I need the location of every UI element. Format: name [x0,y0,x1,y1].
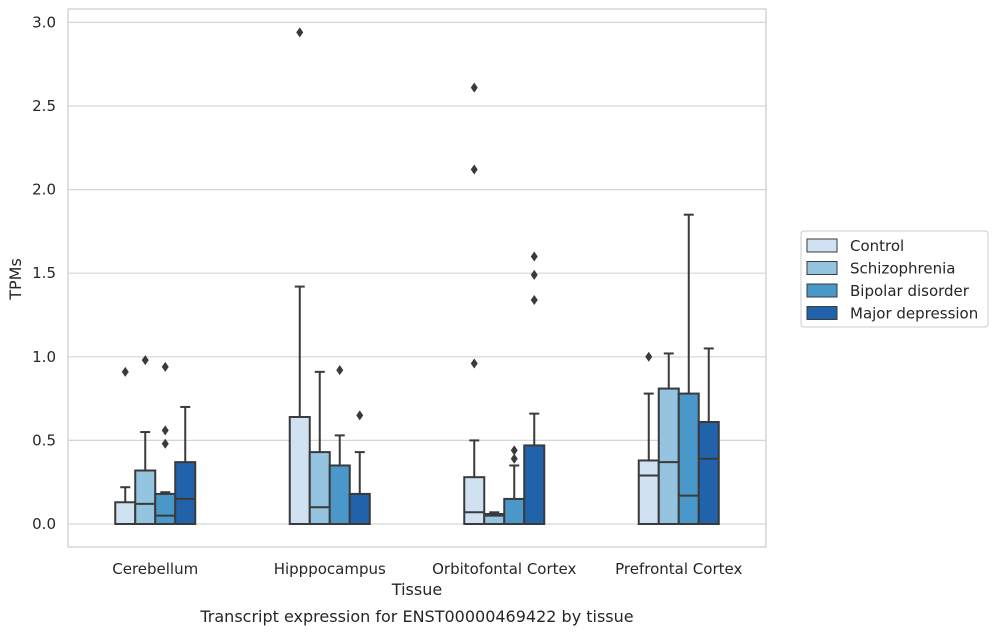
outlier-point [470,358,478,369]
box-control [288,27,311,526]
y-axis-label: TPMs [6,258,25,301]
x-tick-label: Cerebellum [112,560,198,578]
boxes [114,27,720,526]
legend-swatch [806,238,838,253]
y-tick-label: 0.0 [32,515,56,533]
outlier-point [530,251,538,262]
x-tick-labels: Cerebellum Hipppocampus Orbitofontal Corte… [112,560,742,578]
legend-label: Major depression [850,305,978,323]
outlier-point [645,351,653,362]
box-bipolar-disorder [328,365,351,526]
outlier-point [141,355,149,366]
box-body [463,476,486,525]
box-body [637,459,660,525]
outlier-point [510,453,518,464]
box-major-depression [348,410,371,525]
y-tick-label: 1.5 [32,264,56,282]
outlier-point [530,269,538,280]
legend-swatch [806,261,838,275]
outlier-point [121,366,129,377]
box-major-depression [697,347,720,525]
outlier-point [161,425,169,436]
legend-swatch [806,283,838,298]
x-tick-label: Prefrontal Cortex [615,560,742,578]
box-schizophrenia [308,370,331,526]
outlier-point [510,445,518,456]
outlier-point [530,294,538,305]
y-tick-label: 2.0 [32,181,56,199]
box-body [114,501,137,526]
box-body [328,464,351,526]
box-major-depression [174,405,197,525]
outlier-point [296,27,304,38]
box-body [154,492,177,525]
box-body [697,421,720,525]
box-schizophrenia [134,355,157,526]
box-control [114,366,137,526]
x-axis-label: Tissue [391,580,442,599]
y-tick-label: 0.5 [32,431,56,449]
legend: Control Schizophrenia Bipolar disorder Majo… [800,230,989,328]
box-major-depression [523,251,546,525]
legend-label: Schizophrenia [850,260,955,278]
outlier-point [356,410,364,421]
outlier-point [470,164,478,175]
box-bipolar-disorder [677,213,700,526]
legend-label: Bipolar disorder [850,282,970,300]
outlier-point [336,365,344,376]
plot-frame [67,8,767,548]
box-schizophrenia [657,352,680,525]
box-body [308,451,331,526]
outlier-point [470,82,478,93]
outlier-point [161,438,169,449]
box-body [657,387,680,525]
y-tick-label: 2.5 [32,97,56,115]
y-tick-label: 1.0 [32,348,56,366]
box-bipolar-disorder [503,445,526,526]
y-tick-label: 3.0 [32,13,56,31]
box-control [463,82,486,525]
legend-frame [800,230,989,328]
box-body [503,497,526,526]
box-body [174,461,197,525]
x-tick-label: Orbitofontal Cortex [432,560,576,578]
chart-caption: Transcript expression for ENST0000046942… [199,607,633,626]
box-body [677,392,700,526]
box-body [348,492,371,525]
x-tick-label: Hipppocampus [274,560,386,578]
legend-swatch [806,306,838,320]
outlier-point [161,361,169,372]
box-schizophrenia [483,511,506,526]
legend-label: Control [850,237,904,255]
box-body [134,469,157,526]
box-bipolar-disorder [154,361,177,525]
box-control [637,351,660,525]
box-body [288,415,311,526]
y-tick-labels: 0.0 0.5 1.0 1.5 2.0 2.5 3.0 [32,13,56,533]
box-body [523,444,546,525]
